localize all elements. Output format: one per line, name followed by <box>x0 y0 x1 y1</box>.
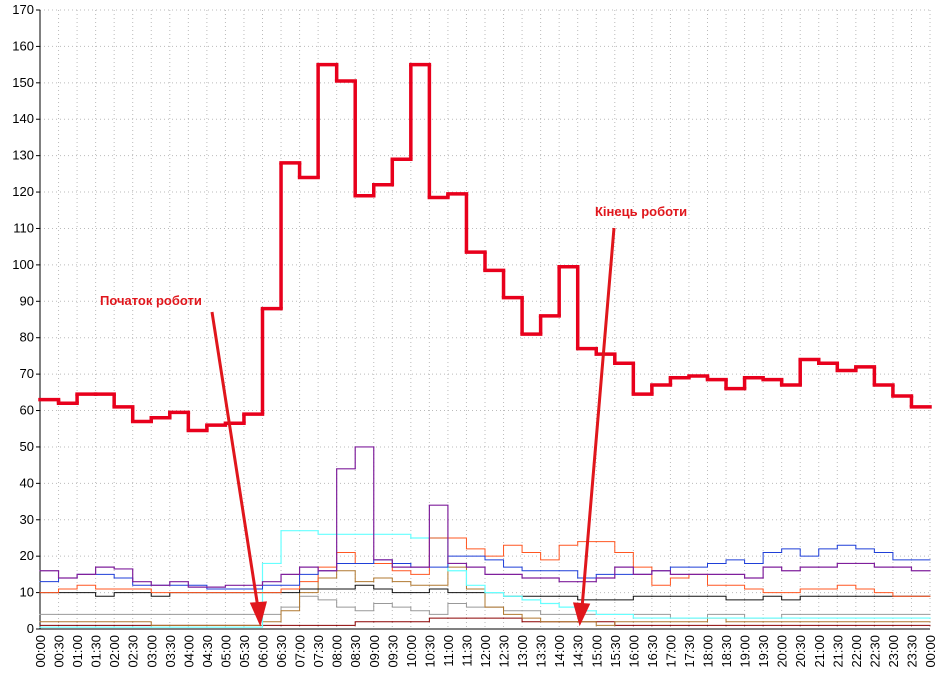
y-tick-label: 80 <box>20 330 34 345</box>
x-tick-label: 09:30 <box>385 635 400 668</box>
x-tick-label: 06:00 <box>256 635 271 668</box>
x-tick-label: 15:30 <box>608 635 623 668</box>
step-riser <box>56 64 914 431</box>
y-tick-label: 120 <box>12 184 34 199</box>
x-tick-label: 02:00 <box>107 635 122 668</box>
x-tick-label: 11:00 <box>441 635 456 667</box>
x-tick-label: 10:00 <box>404 635 419 668</box>
y-tick-label: 170 <box>12 2 34 17</box>
annotation: Кінець роботи <box>595 204 687 219</box>
arrowhead <box>249 601 267 627</box>
x-tick-label: 08:30 <box>348 635 363 668</box>
x-tick-label: 23:30 <box>904 635 919 668</box>
x-tick-label: 12:00 <box>478 635 493 668</box>
x-tick-label: 12:30 <box>497 635 512 668</box>
x-tick-label: 11:30 <box>459 635 474 667</box>
x-tick-label: 23:00 <box>886 635 901 668</box>
x-tick-label: 21:00 <box>812 635 827 668</box>
x-tick-label: 02:30 <box>126 635 141 668</box>
x-tick-label: 16:30 <box>645 635 660 668</box>
y-tick-label: 50 <box>20 439 34 454</box>
y-tick-label: 150 <box>12 75 34 90</box>
step-riser <box>150 567 727 626</box>
x-tick-label: 09:00 <box>367 635 382 668</box>
x-tick-label: 19:30 <box>756 635 771 668</box>
x-tick-label: 01:00 <box>70 635 85 668</box>
x-tick-label: 13:30 <box>534 635 549 668</box>
arrow <box>580 227 616 609</box>
x-tick-label: 00:00 <box>33 635 48 668</box>
y-tick-label: 60 <box>20 403 34 418</box>
annotation: Початок роботи <box>100 293 202 308</box>
x-tick-label: 21:30 <box>830 635 845 668</box>
y-tick-label: 140 <box>12 111 34 126</box>
y-tick-label: 100 <box>12 257 34 272</box>
x-tick-label: 13:00 <box>515 635 530 668</box>
x-tick-label: 19:00 <box>738 635 753 668</box>
x-tick-label: 00:30 <box>52 635 67 668</box>
x-tick-label: 14:00 <box>552 635 567 668</box>
x-tick-label: 20:30 <box>793 635 808 668</box>
y-tick-label: 0 <box>27 621 34 636</box>
x-tick-label: 03:30 <box>163 635 178 668</box>
y-tick-label: 110 <box>13 220 34 235</box>
x-tick-label: 07:30 <box>311 635 326 668</box>
arrowhead <box>572 602 591 627</box>
x-tick-label: 17:30 <box>682 635 697 668</box>
x-tick-label: 04:00 <box>181 635 196 668</box>
x-tick-label: 05:00 <box>218 635 233 668</box>
x-tick-label: 10:30 <box>422 635 437 668</box>
y-tick-label: 10 <box>20 585 34 600</box>
arrow <box>210 311 260 609</box>
x-tick-label: 06:30 <box>274 635 289 668</box>
y-tick-label: 30 <box>20 512 34 527</box>
x-tick-label: 17:00 <box>663 635 678 668</box>
y-tick-label: 160 <box>12 38 34 53</box>
x-tick-label: 20:00 <box>775 635 790 668</box>
x-tick-label: 18:30 <box>719 635 734 668</box>
y-tick-label: 130 <box>12 148 34 163</box>
x-tick-label: 16:00 <box>626 635 641 668</box>
x-tick-label: 04:30 <box>200 635 215 668</box>
y-tick-label: 40 <box>20 475 34 490</box>
x-tick-label: 01:30 <box>89 635 104 668</box>
x-tick-label: 15:00 <box>589 635 604 668</box>
x-tick-label: 00:00 <box>923 635 938 668</box>
y-tick-label: 20 <box>20 548 34 563</box>
x-tick-label: 22:00 <box>849 635 864 668</box>
y-tick-label: 90 <box>20 293 34 308</box>
x-tick-label: 14:30 <box>571 635 586 668</box>
x-tick-label: 03:00 <box>144 635 159 668</box>
x-tick-label: 18:00 <box>701 635 716 668</box>
x-tick-label: 08:00 <box>330 635 345 668</box>
x-tick-label: 07:00 <box>293 635 308 668</box>
x-tick-label: 22:30 <box>867 635 882 668</box>
annotation-arrows <box>210 227 616 627</box>
y-tick-label: 70 <box>20 366 34 381</box>
x-tick-label: 05:30 <box>237 635 252 668</box>
